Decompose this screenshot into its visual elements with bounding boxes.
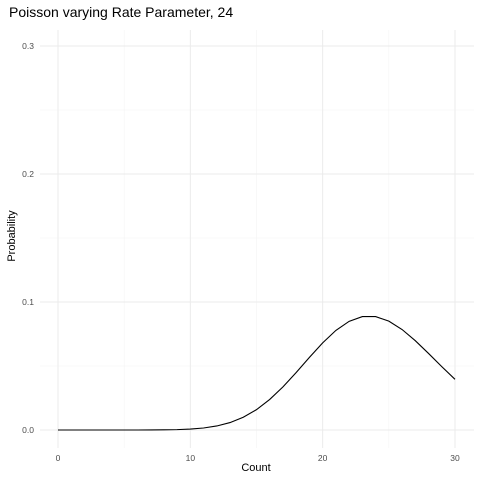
- x-tick-label: 20: [318, 453, 328, 463]
- grid: [40, 30, 474, 448]
- x-tick-label: 10: [186, 453, 196, 463]
- y-tick-label: 0.2: [22, 169, 34, 179]
- y-tick-label: 0.3: [22, 41, 34, 51]
- x-tick-label: 0: [56, 453, 61, 463]
- y-axis-ticks: 0.0 0.1 0.2 0.3: [22, 41, 34, 435]
- chart-title: Poisson varying Rate Parameter, 24: [9, 4, 233, 20]
- x-axis-label: Count: [241, 462, 270, 474]
- y-tick-label: 0.0: [22, 425, 34, 435]
- y-tick-label: 0.1: [22, 297, 34, 307]
- y-axis-label: Probability: [6, 210, 18, 262]
- x-tick-label: 30: [450, 453, 460, 463]
